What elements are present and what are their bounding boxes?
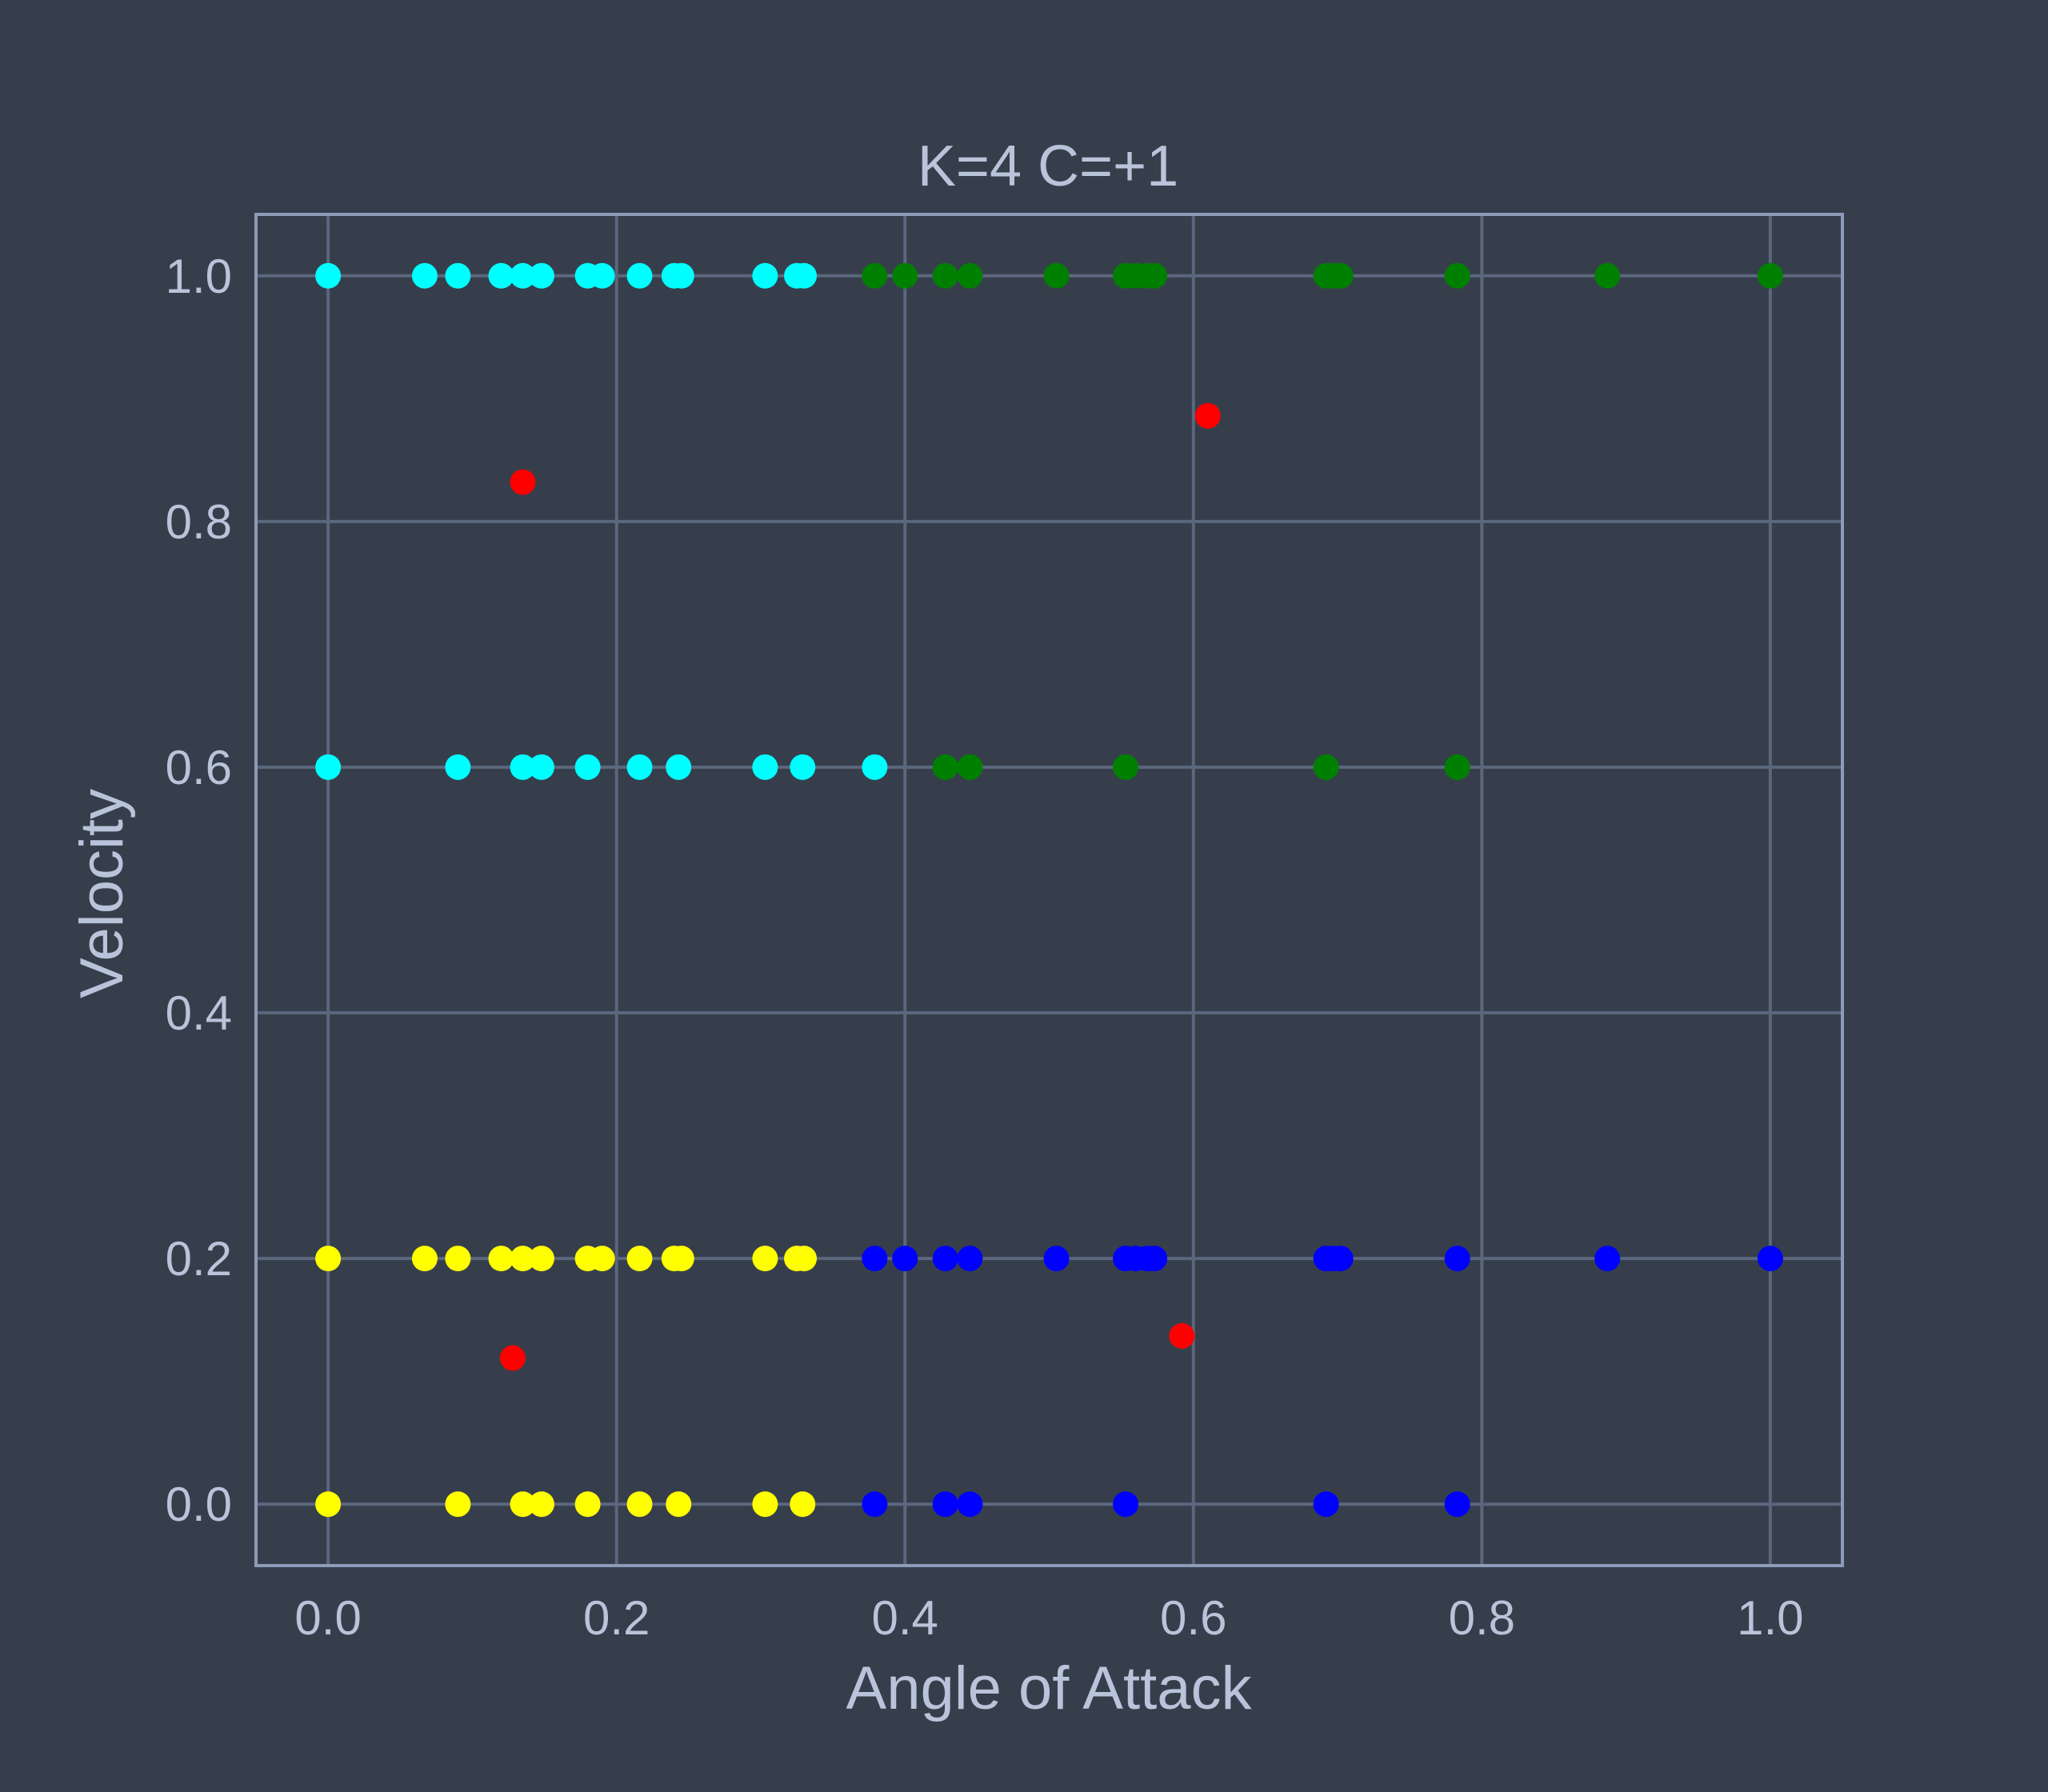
x-tick-label: 0.2 — [583, 1591, 650, 1645]
yellow-data-point — [445, 1491, 471, 1518]
cyan-data-point — [528, 262, 554, 289]
cyan-data-point — [445, 262, 471, 289]
green-data-point — [1757, 262, 1783, 289]
yellow-data-point — [528, 1491, 554, 1518]
chart-title: K=4 C=+1 — [918, 134, 1178, 198]
cyan-data-point — [862, 754, 888, 780]
green-data-point — [1142, 262, 1168, 289]
red-data-point — [499, 1345, 526, 1371]
cyan-data-point — [315, 262, 342, 289]
x-tick-label: 0.8 — [1449, 1591, 1515, 1645]
cyan-data-point — [574, 754, 601, 780]
yellow-data-point — [510, 1491, 536, 1518]
yellow-data-point — [315, 1491, 342, 1518]
yellow-data-point — [589, 1246, 615, 1272]
yellow-data-point — [752, 1491, 778, 1518]
cyan-data-point — [488, 262, 514, 289]
data-points — [315, 262, 1783, 1518]
x-tick-label: 0.4 — [872, 1591, 938, 1645]
green-data-point — [1043, 262, 1070, 289]
cyan-data-point — [510, 754, 536, 780]
yellow-data-point — [626, 1246, 653, 1272]
x-axis-label: Angle of Attack — [846, 1654, 1253, 1722]
cyan-data-point — [666, 754, 692, 780]
x-tick-label: 0.0 — [294, 1591, 361, 1645]
blue-data-point — [1444, 1246, 1470, 1272]
cyan-data-point — [315, 754, 342, 780]
green-data-point — [957, 262, 983, 289]
yellow-data-point — [626, 1491, 653, 1518]
plot-frame — [254, 213, 1844, 1567]
blue-data-point — [1142, 1246, 1168, 1272]
yellow-data-point — [411, 1246, 438, 1272]
cyan-data-point — [668, 262, 694, 289]
yellow-data-point — [666, 1491, 692, 1518]
green-data-point — [1113, 754, 1139, 780]
red-data-point — [510, 469, 536, 495]
cyan-data-point — [791, 262, 818, 289]
blue-data-point — [1113, 1491, 1139, 1518]
green-data-point — [957, 754, 983, 780]
cyan-data-point — [528, 754, 554, 780]
blue-data-point — [1594, 1246, 1621, 1272]
yellow-data-point — [574, 1491, 601, 1518]
blue-data-point — [1444, 1491, 1470, 1518]
y-tick-label: 0.4 — [166, 986, 232, 1040]
blue-data-point — [932, 1491, 958, 1518]
y-axis-label: Velocity — [68, 789, 136, 998]
green-data-point — [1594, 262, 1621, 289]
blue-data-point — [1327, 1246, 1354, 1272]
yellow-data-point — [315, 1246, 342, 1272]
blue-data-point — [957, 1246, 983, 1272]
red-data-point — [1194, 402, 1221, 429]
blue-data-point — [957, 1491, 983, 1518]
yellow-data-point — [752, 1246, 778, 1272]
green-data-point — [932, 754, 958, 780]
green-data-point — [862, 262, 888, 289]
blue-data-point — [1043, 1246, 1070, 1272]
yellow-data-point — [510, 1246, 536, 1272]
y-tick-label: 0.8 — [166, 495, 232, 549]
y-tick-label: 0.2 — [166, 1232, 232, 1286]
blue-data-point — [862, 1246, 888, 1272]
blue-data-point — [892, 1246, 918, 1272]
yellow-data-point — [790, 1491, 816, 1518]
green-data-point — [932, 262, 958, 289]
red-data-point — [1169, 1322, 1195, 1349]
y-tick-label: 1.0 — [166, 250, 232, 303]
green-data-point — [892, 262, 918, 289]
blue-data-point — [932, 1246, 958, 1272]
green-data-point — [1313, 754, 1339, 780]
yellow-data-point — [488, 1246, 514, 1272]
x-tick-label: 1.0 — [1737, 1591, 1803, 1645]
y-tick-label: 0.0 — [166, 1478, 232, 1531]
cyan-data-point — [445, 754, 471, 780]
green-data-point — [1444, 262, 1470, 289]
green-data-point — [1444, 754, 1470, 780]
cyan-data-point — [411, 262, 438, 289]
cyan-data-point — [589, 262, 615, 289]
cyan-data-point — [626, 262, 653, 289]
x-tick-labels: 0.0 0.2 0.4 0.6 0.8 1.0 — [294, 1591, 1803, 1645]
green-data-point — [1327, 262, 1354, 289]
yellow-data-point — [791, 1246, 818, 1272]
yellow-data-point — [528, 1246, 554, 1272]
cyan-data-point — [626, 754, 653, 780]
blue-data-point — [1757, 1246, 1783, 1272]
yellow-data-point — [445, 1246, 471, 1272]
blue-data-point — [862, 1491, 888, 1518]
cyan-data-point — [752, 754, 778, 780]
blue-data-point — [1313, 1491, 1339, 1518]
cyan-data-point — [790, 754, 816, 780]
y-tick-labels: 0.0 0.2 0.4 0.6 0.8 1.0 — [166, 250, 232, 1531]
y-tick-label: 0.6 — [166, 741, 232, 794]
x-tick-label: 0.6 — [1160, 1591, 1226, 1645]
cyan-data-point — [510, 262, 536, 289]
yellow-data-point — [668, 1246, 694, 1272]
cyan-data-point — [752, 262, 778, 289]
